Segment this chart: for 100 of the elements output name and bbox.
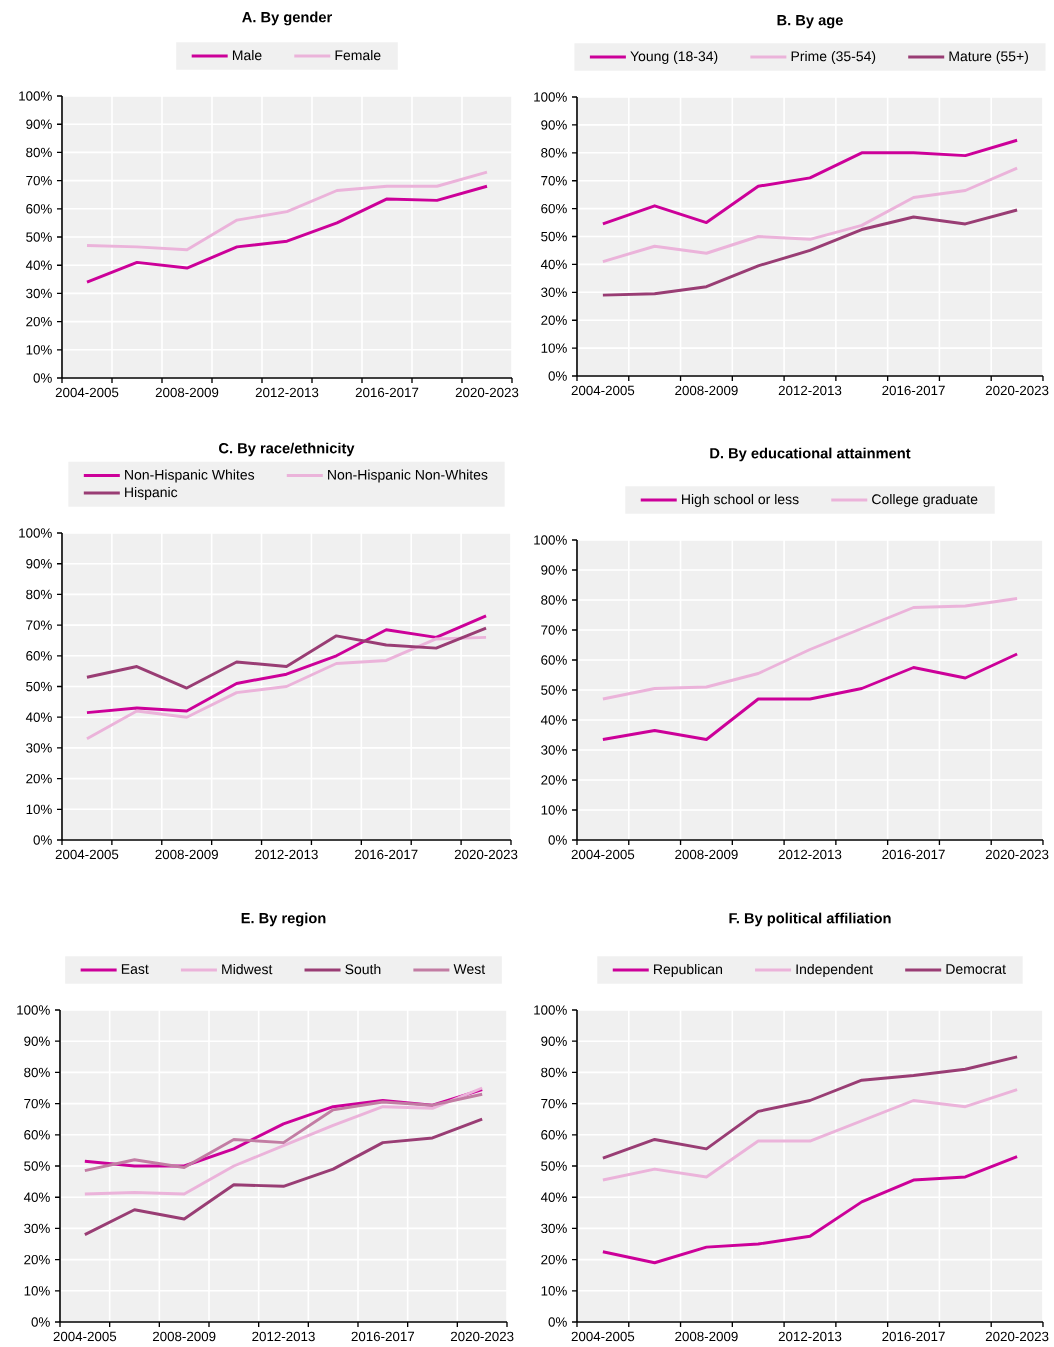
legend-label: College graduate <box>872 493 978 507</box>
x-tick-label: 2012-2013 <box>778 849 842 860</box>
y-tick-label: 30% <box>541 1223 567 1234</box>
y-tick-label: 10% <box>541 343 567 353</box>
y-tick-label: 20% <box>26 316 52 327</box>
x-tick-label: 2016-2017 <box>355 387 419 398</box>
x-tick-label: 2008-2009 <box>155 849 218 860</box>
y-tick-label: 0% <box>548 835 567 845</box>
x-tick-label: 2012-2013 <box>255 849 318 860</box>
x-tick-label: 2004-2005 <box>571 849 635 860</box>
legend-label: Republican <box>654 963 723 977</box>
y-tick-label: 30% <box>26 288 52 299</box>
legend-label: High school or less <box>682 493 799 507</box>
line-series <box>85 170 489 252</box>
y-tick-label: 20% <box>24 1254 50 1265</box>
y-tick-label: 30% <box>541 287 567 298</box>
x-tick-label: 2008-2009 <box>675 849 738 860</box>
y-tick-label: 80% <box>26 589 52 600</box>
y-tick-label: 40% <box>25 260 52 270</box>
line-series <box>601 208 1019 297</box>
y-tick-label: 90% <box>26 559 52 569</box>
y-tick-label: 10% <box>541 805 567 815</box>
y-tick-label: 10% <box>541 1286 567 1296</box>
legend-label: Mature (55+) <box>949 50 1028 64</box>
y-tick-label: 40% <box>23 1192 50 1202</box>
y-tick-label: 0% <box>33 373 52 383</box>
y-tick-label: 60% <box>541 1130 567 1140</box>
y-tick-label: 10% <box>24 1286 50 1296</box>
chart-title: A. By gender <box>242 11 332 26</box>
line-series <box>85 635 488 741</box>
y-tick-label: 20% <box>541 315 567 325</box>
line-series <box>601 1155 1019 1265</box>
y-tick-label: 100% <box>534 535 567 545</box>
y-tick-label: 50% <box>541 1161 567 1171</box>
y-tick-label: 70% <box>24 1098 50 1109</box>
y-tick-label: 100% <box>19 91 52 101</box>
x-tick-label: 2012-2013 <box>778 385 842 396</box>
chart-title: D. By educational attainment <box>710 447 911 462</box>
legend-label: Male <box>232 49 262 61</box>
y-tick-label: 50% <box>26 681 52 692</box>
legend-label: Hispanic <box>125 486 178 500</box>
x-tick-label: 2008-2009 <box>155 387 219 398</box>
legend-label: Prime (35-54) <box>791 50 876 64</box>
line-series <box>85 184 489 284</box>
y-tick-label: 70% <box>541 176 567 186</box>
y-tick-label: 30% <box>24 1223 50 1234</box>
line-series <box>601 652 1019 741</box>
y-tick-label: 80% <box>541 1067 567 1078</box>
y-tick-label: 30% <box>26 743 52 753</box>
y-tick-label: 30% <box>541 745 567 755</box>
y-tick-label: 0% <box>33 835 52 845</box>
y-tick-label: 10% <box>26 345 52 355</box>
y-tick-label: 80% <box>541 595 567 605</box>
y-tick-label: 100% <box>17 1005 50 1015</box>
y-tick-label: 10% <box>26 804 52 815</box>
x-tick-label: 2020-2023 <box>455 387 519 398</box>
legend-label: Female <box>335 49 381 61</box>
y-tick-label: 80% <box>24 1067 50 1078</box>
x-tick-label: 2012-2013 <box>778 1331 842 1342</box>
line-series <box>601 1055 1019 1160</box>
y-tick-label: 80% <box>26 147 52 158</box>
chart-title: C. By race/ethnicity <box>219 442 355 457</box>
y-tick-label: 90% <box>26 119 52 129</box>
x-tick-label: 2016-2017 <box>882 1331 945 1342</box>
y-tick-label: 0% <box>31 1317 50 1327</box>
y-tick-label: 20% <box>26 773 52 784</box>
legend-label: Young (18-34) <box>630 50 718 64</box>
y-tick-label: 40% <box>540 715 567 725</box>
x-tick-label: 2004-2005 <box>571 385 635 396</box>
legend-label: Non-Hispanic Whites <box>125 469 255 483</box>
chart-title: F. By political affiliation <box>729 912 891 927</box>
y-tick-label: 50% <box>541 685 567 695</box>
line-series <box>601 138 1019 226</box>
y-tick-label: 90% <box>541 565 567 575</box>
line-series <box>83 1086 484 1196</box>
x-tick-label: 2008-2009 <box>675 1331 738 1342</box>
x-tick-label: 2012-2013 <box>255 387 319 398</box>
y-tick-label: 90% <box>541 1036 567 1046</box>
y-tick-label: 0% <box>548 1317 567 1327</box>
y-tick-label: 0% <box>548 371 567 381</box>
x-tick-label: 2020-2023 <box>985 385 1049 396</box>
legend-label: East <box>121 964 149 974</box>
line-series <box>83 1117 484 1237</box>
x-tick-label: 2004-2005 <box>55 849 119 860</box>
legend-label: Independent <box>796 963 873 977</box>
x-tick-label: 2016-2017 <box>882 385 945 396</box>
y-tick-label: 90% <box>24 1036 50 1046</box>
y-tick-label: 90% <box>541 120 567 130</box>
x-tick-label: 2020-2023 <box>450 1331 514 1342</box>
chart-title: E. By region <box>241 912 326 927</box>
y-tick-label: 70% <box>541 625 567 635</box>
y-tick-label: 60% <box>541 655 567 665</box>
y-tick-label: 100% <box>534 1005 567 1015</box>
line-series <box>85 614 488 715</box>
y-tick-label: 20% <box>541 775 567 785</box>
line-series <box>85 626 488 690</box>
legend-label: Democrat <box>946 964 1006 974</box>
x-tick-label: 2008-2009 <box>152 1331 216 1342</box>
x-tick-label: 2008-2009 <box>675 385 738 396</box>
legend-label: West <box>453 964 486 974</box>
